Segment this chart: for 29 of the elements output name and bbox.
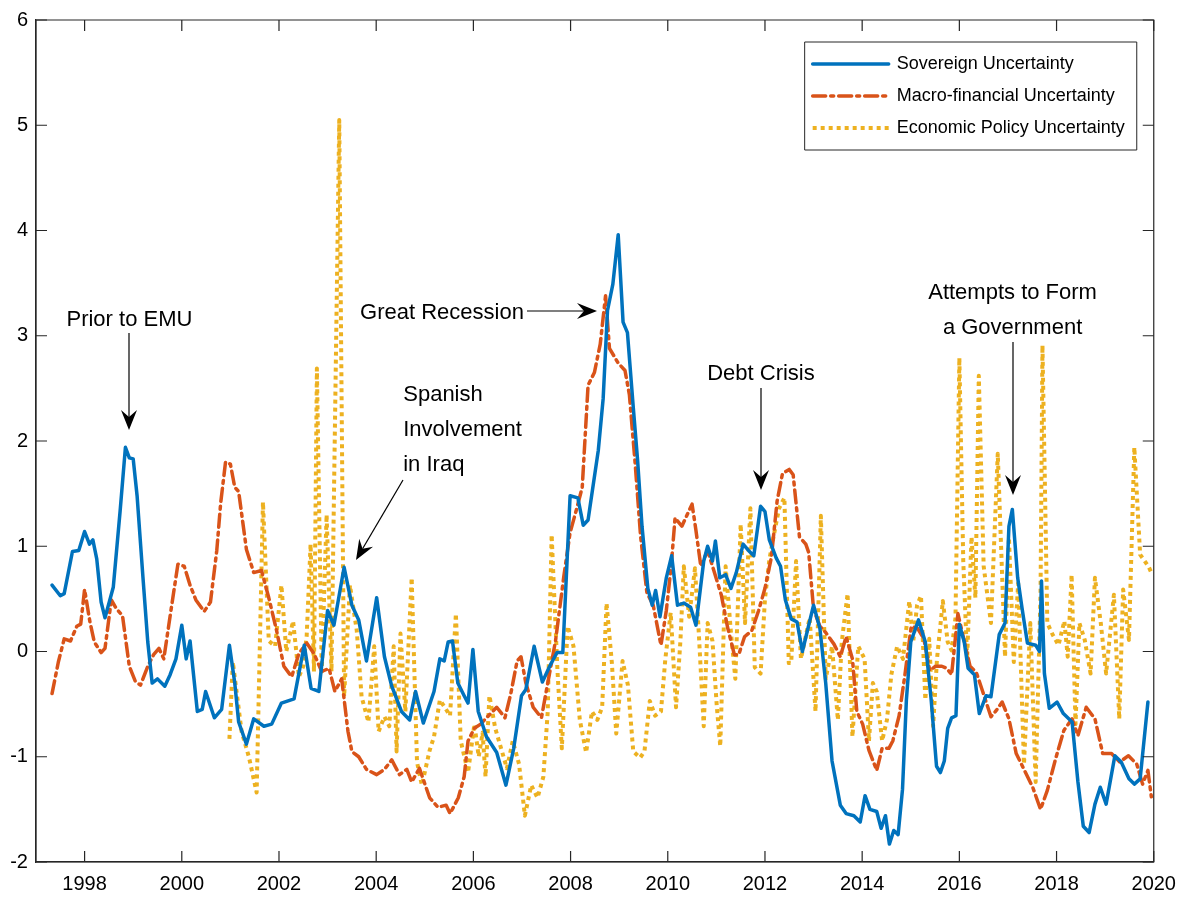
x-tick-label: 2008 (548, 871, 593, 894)
x-tick-label: 2018 (1034, 871, 1079, 894)
x-tick-label: 2010 (645, 871, 691, 894)
x-tick-label: 2006 (451, 871, 496, 894)
y-tick-label: 2 (16, 428, 28, 451)
y-tick-label: 4 (16, 218, 28, 241)
y-tick-label: -2 (10, 849, 28, 872)
legend-label: Sovereign Uncertainty (896, 52, 1074, 73)
annotation: Attempts to Form a Government (928, 277, 1097, 341)
y-tick-label: 6 (16, 7, 28, 30)
legend-label: Economic Policy Uncertainty (896, 116, 1125, 137)
x-tick-label: 2004 (353, 871, 399, 894)
x-tick-label: 1998 (62, 871, 107, 894)
legend-label: Macro-financial Uncertainty (896, 84, 1115, 105)
annotation: Prior to EMU (66, 304, 193, 333)
annotation: Debt Crisis (707, 358, 815, 387)
y-tick-label: 3 (16, 323, 28, 346)
x-tick-label: 2002 (256, 871, 302, 894)
x-tick-label: 2012 (742, 871, 788, 894)
annotation: Spanish Involvement in Iraq (403, 379, 522, 478)
x-tick-label: 2014 (839, 871, 885, 894)
annotation: Great Recession (360, 297, 524, 326)
y-tick-label: -1 (10, 744, 28, 767)
y-tick-label: 1 (16, 533, 28, 556)
x-tick-label: 2020 (1131, 871, 1176, 894)
y-tick-label: 5 (16, 112, 28, 135)
y-tick-label: 0 (16, 639, 28, 662)
x-tick-label: 2016 (937, 871, 982, 894)
x-tick-label: 2000 (159, 871, 205, 894)
